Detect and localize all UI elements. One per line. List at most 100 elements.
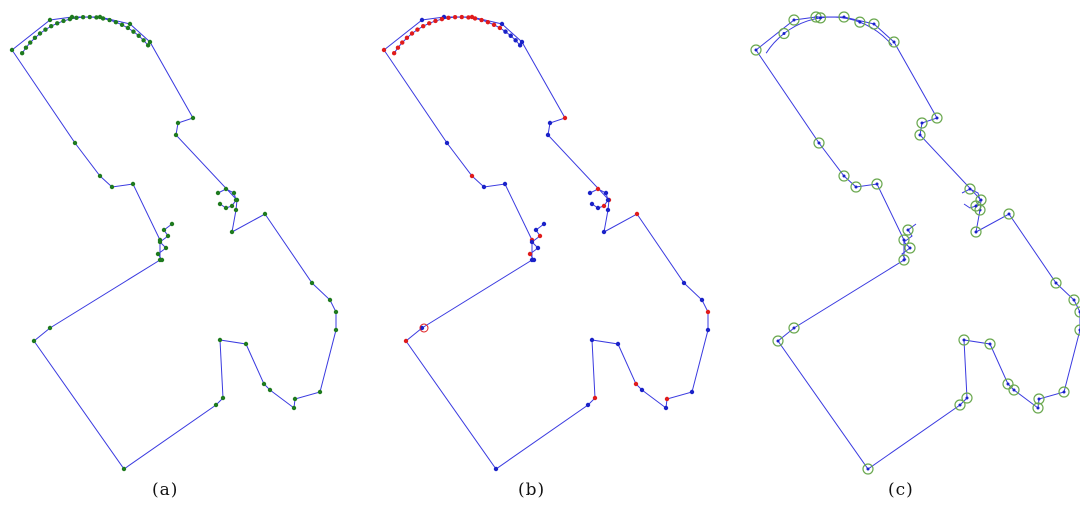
vertex-dot: [28, 40, 33, 45]
selected-vertex-marker: [964, 183, 976, 195]
vertex-dot: [818, 16, 822, 20]
vertex-dot-blue: [531, 257, 537, 263]
selected-vertex-marker: [954, 399, 966, 411]
vertex-dot: [958, 403, 962, 407]
vertex-dot: [233, 207, 239, 213]
vertex-dot-blue: [689, 389, 695, 395]
vertex-dot: [974, 204, 978, 208]
selected-vertex-marker: [916, 117, 928, 129]
vertex-dot: [80, 14, 86, 20]
vertex-dot: [19, 51, 25, 56]
panel-c-polygon: [750, 11, 1080, 475]
vertex-dot: [918, 133, 922, 137]
selected-vertex-marker: [984, 338, 996, 350]
vertex-dot: [1036, 406, 1040, 410]
vertex-dot: [113, 19, 119, 25]
vertex-dot-blue: [587, 190, 593, 196]
vertex-dot: [291, 405, 297, 411]
vertex-dot: [262, 211, 268, 217]
vertex-dot: [130, 181, 136, 187]
vertex-dot-blue: [503, 29, 508, 34]
vertex-dot: [920, 121, 924, 125]
vertex-dot: [67, 16, 73, 22]
vertex-dot-blue: [595, 205, 601, 211]
vertex-dot: [94, 15, 99, 20]
vertex-dot-red: [446, 15, 451, 21]
selected-vertex-marker: [1050, 277, 1062, 289]
vertex-dot: [231, 190, 237, 196]
vertex-dot: [121, 466, 127, 472]
polygon-outline: [383, 16, 709, 470]
selected-vertex-marker: [814, 12, 827, 24]
vertex-dot-blue: [517, 43, 523, 48]
vertex-dot: [988, 342, 992, 346]
selected-vertex-marker: [931, 112, 943, 124]
vertex-dot: [866, 467, 870, 471]
vertex-dot: [32, 35, 38, 41]
vertex-dot: [754, 48, 758, 52]
caption-a: (a): [152, 480, 179, 500]
vertex-dot: [333, 309, 339, 315]
selected-vertex-marker: [868, 18, 880, 30]
vertex-dot-blue: [535, 245, 541, 251]
vertex-dot: [72, 140, 78, 146]
vertex-dot: [61, 18, 66, 24]
selected-vertex-marker: [850, 181, 862, 193]
vertex-dot-red: [527, 251, 533, 257]
vertex-dot-blue: [419, 17, 425, 23]
selected-vertex-marker: [1033, 393, 1045, 405]
selected-vertex-marker: [974, 204, 986, 216]
vertex-dot: [31, 338, 37, 344]
vertex-dot: [935, 116, 939, 120]
vertex-dot-red: [485, 19, 491, 25]
selected-vertex-marker: [838, 170, 850, 182]
panel-a-polygon: [9, 14, 339, 472]
vertex-dot-red: [409, 31, 415, 36]
vertex-dot: [107, 17, 112, 23]
vertex-dot-red: [705, 309, 711, 315]
selected-vertex-marker: [914, 129, 926, 141]
vertex-dot-blue: [533, 227, 539, 233]
vertex-dot: [147, 39, 153, 45]
vertex-dot: [55, 21, 60, 26]
selected-vertex-marker: [788, 322, 800, 334]
vertex-dot: [327, 297, 333, 303]
vertex-dot-blue: [547, 120, 553, 126]
vertex-dot-red: [395, 45, 401, 50]
vertex-dot: [213, 402, 219, 408]
vertex-dot-blue: [603, 190, 609, 196]
vertex-dot: [223, 186, 229, 192]
vertex-dot-blue: [663, 405, 669, 411]
selected-vertex-marker: [888, 36, 900, 48]
vertex-dot: [292, 396, 298, 402]
vertex-dot: [309, 280, 315, 286]
vertex-dot: [792, 18, 796, 22]
vertex-dot-red: [497, 25, 503, 31]
caption-b: (b): [518, 480, 546, 500]
vertex-dot-red: [562, 115, 568, 121]
vertex-dot: [333, 327, 339, 333]
vertex-dot: [776, 339, 780, 343]
polygon-arc: [765, 16, 893, 54]
vertex-dot: [962, 338, 966, 342]
vertex-dot-blue: [681, 280, 687, 286]
vertex-dot: [1072, 298, 1076, 302]
vertex-dot-blue: [419, 325, 425, 331]
vertex-dot-blue: [605, 207, 611, 213]
vertex-dot-blue: [508, 33, 513, 38]
vertex-dot: [37, 31, 43, 36]
vertex-dot-blue: [444, 140, 450, 146]
vertex-dot: [49, 24, 54, 29]
vertex-dot-blue: [499, 21, 505, 27]
vertex-dot: [127, 21, 133, 27]
vertex-dot: [43, 27, 48, 32]
vertex-dot: [229, 229, 235, 235]
vertex-dot: [968, 187, 972, 191]
vertex-dot: [1054, 281, 1058, 285]
vertex-dot: [136, 33, 141, 38]
vertex-dot: [175, 120, 181, 126]
vertex-dot-red: [479, 17, 484, 23]
selected-vertex-marker: [958, 334, 970, 346]
vertex-dot: [97, 173, 103, 179]
